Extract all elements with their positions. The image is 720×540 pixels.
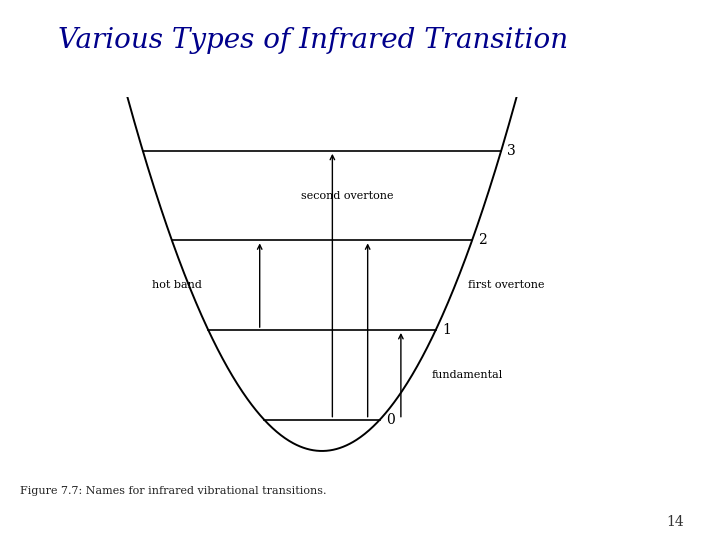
Text: 0: 0: [386, 413, 395, 427]
Text: 3: 3: [508, 144, 516, 158]
Text: 2: 2: [478, 233, 487, 247]
Text: first overtone: first overtone: [468, 280, 544, 291]
Text: fundamental: fundamental: [431, 370, 503, 380]
Text: Various Types of Infrared Transition: Various Types of Infrared Transition: [58, 27, 568, 54]
Text: 14: 14: [666, 515, 684, 529]
Text: Figure 7.7: Names for infrared vibrational transitions.: Figure 7.7: Names for infrared vibration…: [19, 486, 326, 496]
Text: second overtone: second overtone: [301, 191, 393, 201]
Text: 1: 1: [442, 323, 451, 337]
Text: hot band: hot band: [152, 280, 202, 291]
